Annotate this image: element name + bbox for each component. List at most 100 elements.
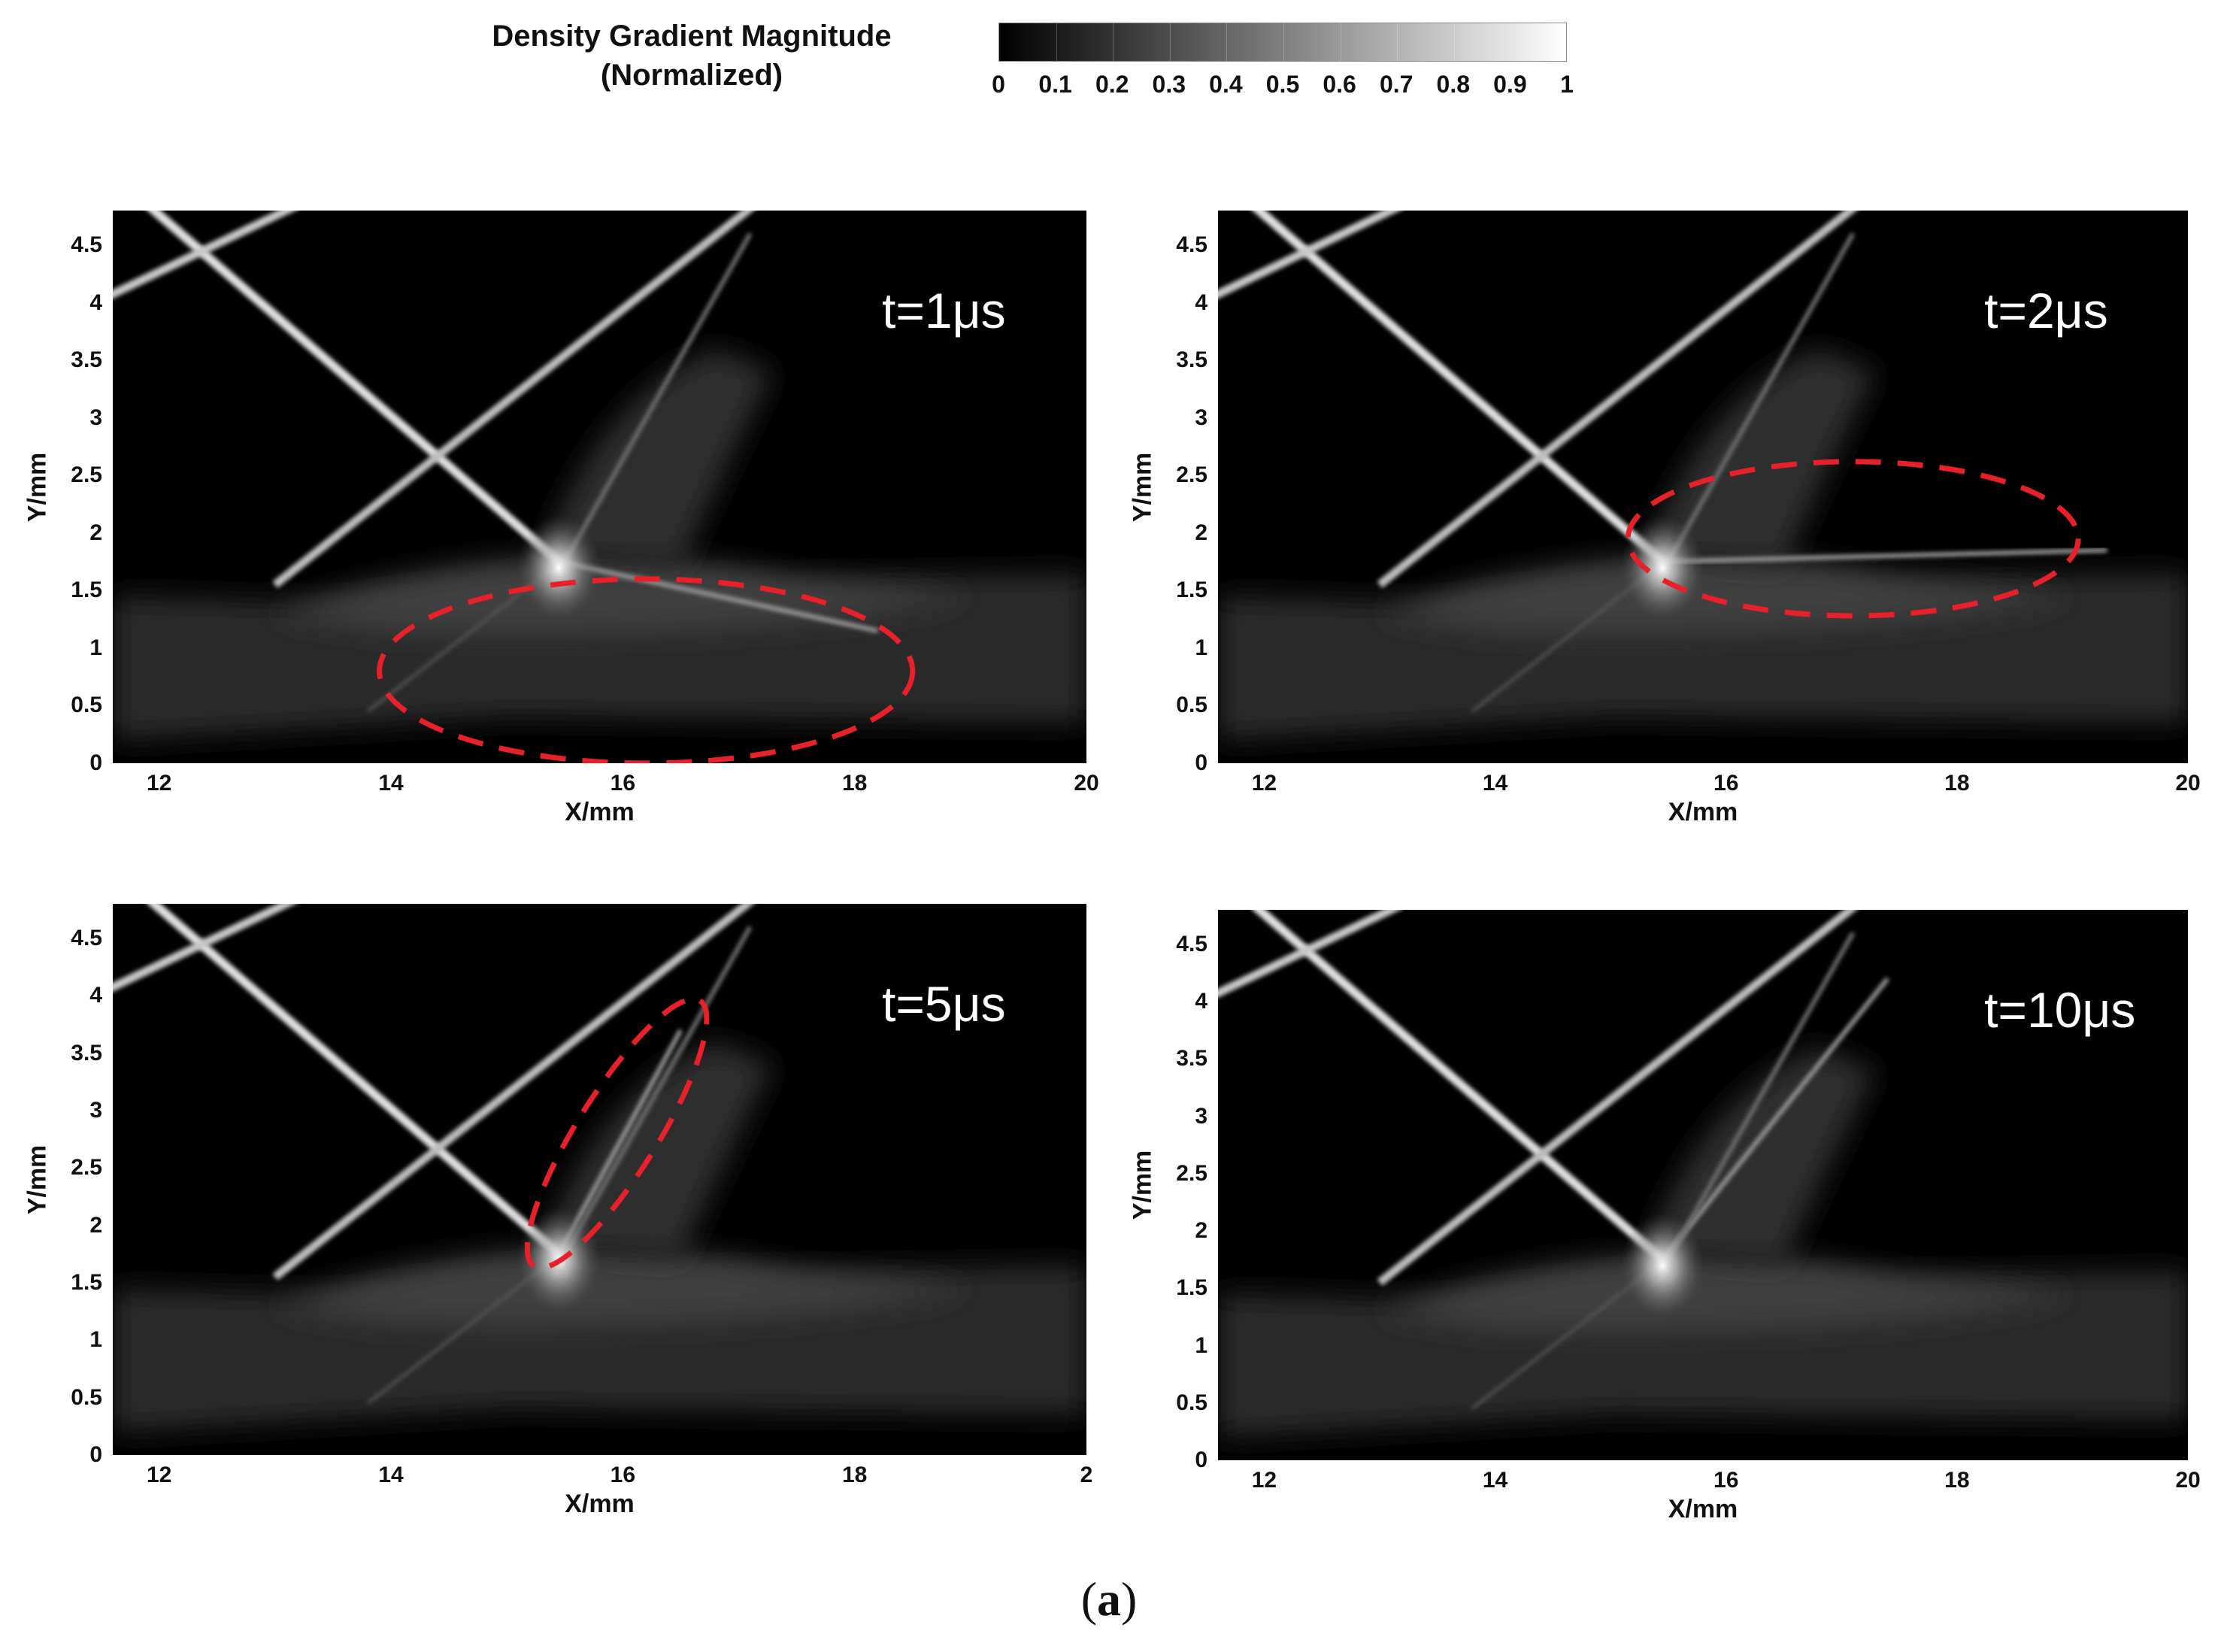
- y-axis-title: Y/mm: [1128, 452, 1157, 522]
- compression-fan-line: [562, 232, 753, 563]
- colorbar-title-line2: (Normalized): [600, 59, 783, 92]
- colorbar-tick-label: 0.4: [1209, 71, 1243, 98]
- y-tick-label: 1: [89, 635, 102, 660]
- colorbar-title-line1: Density Gradient Magnitude: [492, 20, 892, 53]
- oblique-shock: [1377, 211, 1857, 588]
- y-tick-label: 4: [1195, 289, 1207, 315]
- crossing-shock: [1218, 211, 1401, 299]
- y-tick-label: 2.5: [1176, 462, 1207, 488]
- interaction-hotspot: [1621, 1212, 1704, 1318]
- crossing-shock: [1218, 910, 1401, 998]
- y-tick-label: 3.5: [71, 347, 102, 373]
- colorbar-tick-label: 0.2: [1095, 71, 1129, 98]
- time-label: t=1μs: [882, 283, 1006, 338]
- y-tick-label: 1: [1195, 1332, 1207, 1358]
- compression-fan-line: [1666, 932, 1856, 1261]
- incident-shock: [1252, 910, 1666, 1263]
- y-tick-label: 3: [89, 405, 102, 430]
- incident-shock: [1252, 211, 1666, 565]
- y-tick-label: 2.5: [1176, 1160, 1207, 1186]
- oblique-shock: [272, 904, 754, 1281]
- y-axis-title: Y/mm: [1128, 1150, 1157, 1220]
- highlight-ellipse: [377, 576, 916, 763]
- figure-caption: (a): [0, 1572, 2218, 1627]
- field-svg: [113, 211, 1086, 763]
- y-tick-label: 3: [89, 1097, 102, 1123]
- y-tick-label: 4.5: [71, 925, 102, 950]
- colorbar-tick-label: 0.3: [1152, 71, 1186, 98]
- y-tick-label: 4.5: [1176, 931, 1207, 956]
- colorbar-segment-divider: [999, 23, 1284, 61]
- x-axis-title: X/mm: [1668, 798, 1738, 826]
- oblique-shock: [1377, 910, 1857, 1286]
- plume-region: [1645, 348, 1877, 568]
- y-tick-label: 0.5: [71, 1384, 102, 1410]
- colorbar-segment-divider: [999, 23, 1341, 61]
- x-tick-label: 14: [378, 1463, 404, 1487]
- y-tick-label: 0.5: [1176, 693, 1207, 718]
- y-axis-title: Y/mm: [23, 1144, 52, 1214]
- x-tick-label: 16: [610, 1463, 636, 1487]
- reflected-shock: [558, 559, 879, 633]
- y-tick-label: 4.5: [71, 232, 102, 257]
- x-tick-label: 16: [610, 771, 636, 796]
- plume-region: [541, 1041, 774, 1260]
- y-tick-label: 1: [89, 1327, 102, 1353]
- x-tick-label: 14: [1482, 1468, 1508, 1493]
- y-tick-label: 2.5: [71, 1155, 102, 1181]
- y-tick-label: 2: [1195, 1218, 1207, 1243]
- incident-shock: [147, 211, 562, 565]
- interaction-hotspot: [1621, 514, 1704, 620]
- x-tick-label: 18: [841, 1463, 868, 1487]
- x-tick-label: 12: [1251, 1468, 1277, 1493]
- x-tick-label: 16: [1713, 771, 1739, 796]
- y-axis-title: Y/mm: [23, 452, 52, 522]
- separation-region: [1380, 1254, 2073, 1331]
- y-tick-label: 4.5: [1176, 232, 1207, 257]
- y-tick-label: 0: [89, 1442, 102, 1467]
- crossing-shock: [113, 211, 296, 299]
- colorbar-tick-label: 0: [992, 71, 1005, 98]
- y-tick-label: 1.5: [71, 1269, 102, 1295]
- y-tick-label: 0.5: [71, 693, 102, 718]
- plot-area: [1218, 211, 2188, 763]
- x-axis-title: X/mm: [565, 798, 635, 826]
- colorbar-segment-divider: [999, 23, 1512, 61]
- colorbar: [998, 23, 1567, 62]
- y-tick-label: 0: [89, 750, 102, 775]
- caption-open: (: [1080, 1572, 1097, 1626]
- y-tick-label: 2: [1195, 520, 1207, 545]
- colorbar-segment-divider: [999, 23, 1171, 61]
- y-tick-label: 4: [89, 983, 102, 1008]
- y-tick-label: 1.5: [1176, 577, 1207, 603]
- x-tick-label: 12: [146, 771, 172, 796]
- incident-shock: [147, 904, 562, 1258]
- y-tick-label: 0: [1195, 1447, 1207, 1472]
- reflected-shock: [1662, 547, 2107, 565]
- x-tick-label: 20: [1074, 771, 1099, 796]
- interaction-hotspot: [517, 514, 601, 620]
- x-tick-label: 14: [378, 771, 404, 796]
- colorbar-tick-label: 1: [1560, 71, 1574, 98]
- colorbar-tick-label: 0.9: [1493, 71, 1527, 98]
- y-tick-label: 2.5: [71, 462, 102, 488]
- y-tick-label: 0.5: [1176, 1390, 1207, 1415]
- reflected-shock: [1660, 977, 1890, 1262]
- caption-close: ): [1121, 1572, 1138, 1626]
- y-tick-label: 3.5: [71, 1040, 102, 1065]
- x-tick-label: 18: [841, 771, 868, 796]
- x-tick-label: 18: [1944, 771, 1970, 796]
- colorbar-segment-divider: [999, 23, 1057, 61]
- colorbar-tick-label: 0.5: [1265, 71, 1300, 98]
- colorbar-tick-label: 0.6: [1323, 71, 1356, 98]
- compression-fan-line: [1666, 232, 1856, 563]
- x-tick-label: 2: [1080, 1463, 1093, 1487]
- time-label: t=5μs: [882, 976, 1006, 1032]
- time-label: t=10μs: [1984, 982, 2136, 1038]
- colorbar-tick-label: 0.1: [1038, 71, 1072, 98]
- time-label: t=2μs: [1984, 283, 2108, 338]
- y-tick-label: 3.5: [1176, 347, 1207, 373]
- x-tick-label: 20: [2175, 771, 2201, 796]
- plot-area: [113, 211, 1086, 763]
- x-axis-title: X/mm: [565, 1490, 635, 1518]
